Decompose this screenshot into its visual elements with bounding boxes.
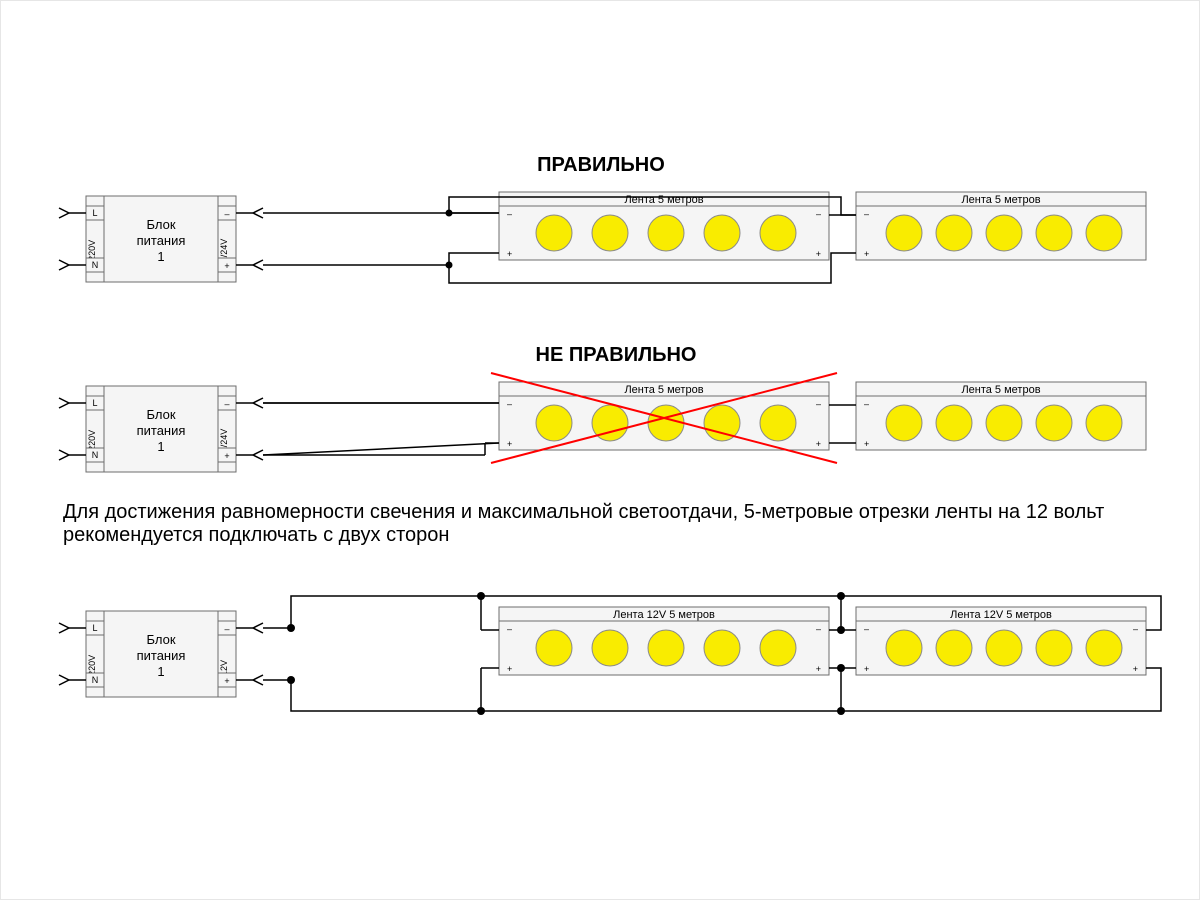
svg-text:+: + <box>816 249 821 259</box>
note-text: Для достижения равномерности свечения и … <box>63 501 1153 547</box>
svg-text:–: – <box>816 624 821 634</box>
svg-text:Лента 12V 5 метров: Лента 12V 5 метров <box>613 609 715 621</box>
title-incorrect: НЕ ПРАВИЛЬНО <box>536 344 697 366</box>
diagram-svg: ПРАВИЛЬНО ~220V L N Блок питания 1 12/24… <box>1 1 1200 901</box>
svg-text:Лента 12V 5 метров: Лента 12V 5 метров <box>950 609 1052 621</box>
svg-text:питания: питания <box>137 648 186 663</box>
svg-text:–: – <box>816 209 821 219</box>
svg-text:–: – <box>224 399 229 409</box>
psu-line2-1: питания <box>137 233 186 248</box>
svg-text:1: 1 <box>157 664 164 679</box>
psu-term-L-1: L <box>92 208 97 218</box>
psu-row3: ~220V L N Блок питания 1 12V – + <box>59 611 263 697</box>
psu-term-N-1: N <box>92 260 99 270</box>
svg-text:L: L <box>92 623 97 633</box>
strip-row3-b: Лента 12V 5 метров – + – + <box>856 607 1146 675</box>
svg-text:+: + <box>864 664 869 674</box>
svg-text:N: N <box>92 675 99 685</box>
svg-text:L: L <box>92 398 97 408</box>
strip-row3-a: Лента 12V 5 метров – + – + <box>499 607 829 675</box>
psu-row2: ~220V L N Блок питания 1 12/24V – + <box>59 386 263 472</box>
svg-text:+: + <box>816 664 821 674</box>
svg-text:–: – <box>224 624 229 634</box>
svg-text:+: + <box>224 676 229 686</box>
svg-text:N: N <box>92 450 99 460</box>
svg-text:Блок: Блок <box>146 632 175 647</box>
psu-line1-1: Блок <box>146 217 175 232</box>
svg-text:+: + <box>507 664 512 674</box>
psu-term-plus-1: + <box>224 261 229 271</box>
svg-text:Лента 5 метров: Лента 5 метров <box>961 384 1040 396</box>
wires-row2 <box>263 403 499 455</box>
svg-text:–: – <box>816 399 821 409</box>
strip-row2-a: Лента 5 метров – + – + <box>499 382 829 450</box>
svg-text:+: + <box>864 439 869 449</box>
svg-text:+: + <box>507 249 512 259</box>
svg-text:–: – <box>864 624 869 634</box>
svg-text:–: – <box>507 624 512 634</box>
svg-text:Лента 5 метров: Лента 5 метров <box>624 384 703 396</box>
svg-text:–: – <box>1133 624 1138 634</box>
svg-text:Блок: Блок <box>146 407 175 422</box>
strip-row1-a: Лента 5 метров – + – + <box>499 192 829 260</box>
svg-text:1: 1 <box>157 439 164 454</box>
title-correct: ПРАВИЛЬНО <box>537 154 665 176</box>
diagram-page: ПРАВИЛЬНО ~220V L N Блок питания 1 12/24… <box>0 0 1200 900</box>
strip-row1-b: Лента 5 метров – + <box>856 192 1146 260</box>
svg-text:–: – <box>864 209 869 219</box>
svg-text:+: + <box>224 451 229 461</box>
svg-text:+: + <box>507 439 512 449</box>
strip-label-1a: Лента 5 метров <box>624 194 703 206</box>
svg-text:–: – <box>864 399 869 409</box>
psu-line3-1: 1 <box>157 249 164 264</box>
svg-text:+: + <box>816 439 821 449</box>
strip-row2-b: Лента 5 метров – + <box>856 382 1146 450</box>
svg-text:+: + <box>864 249 869 259</box>
svg-text:+: + <box>1133 664 1138 674</box>
psu-row1: ~220V L N Блок питания 1 12/24V – + <box>59 196 263 282</box>
strip-label-1b: Лента 5 метров <box>961 194 1040 206</box>
svg-text:–: – <box>507 209 512 219</box>
psu-term-minus-1: – <box>224 209 229 219</box>
svg-text:питания: питания <box>137 423 186 438</box>
svg-text:–: – <box>507 399 512 409</box>
